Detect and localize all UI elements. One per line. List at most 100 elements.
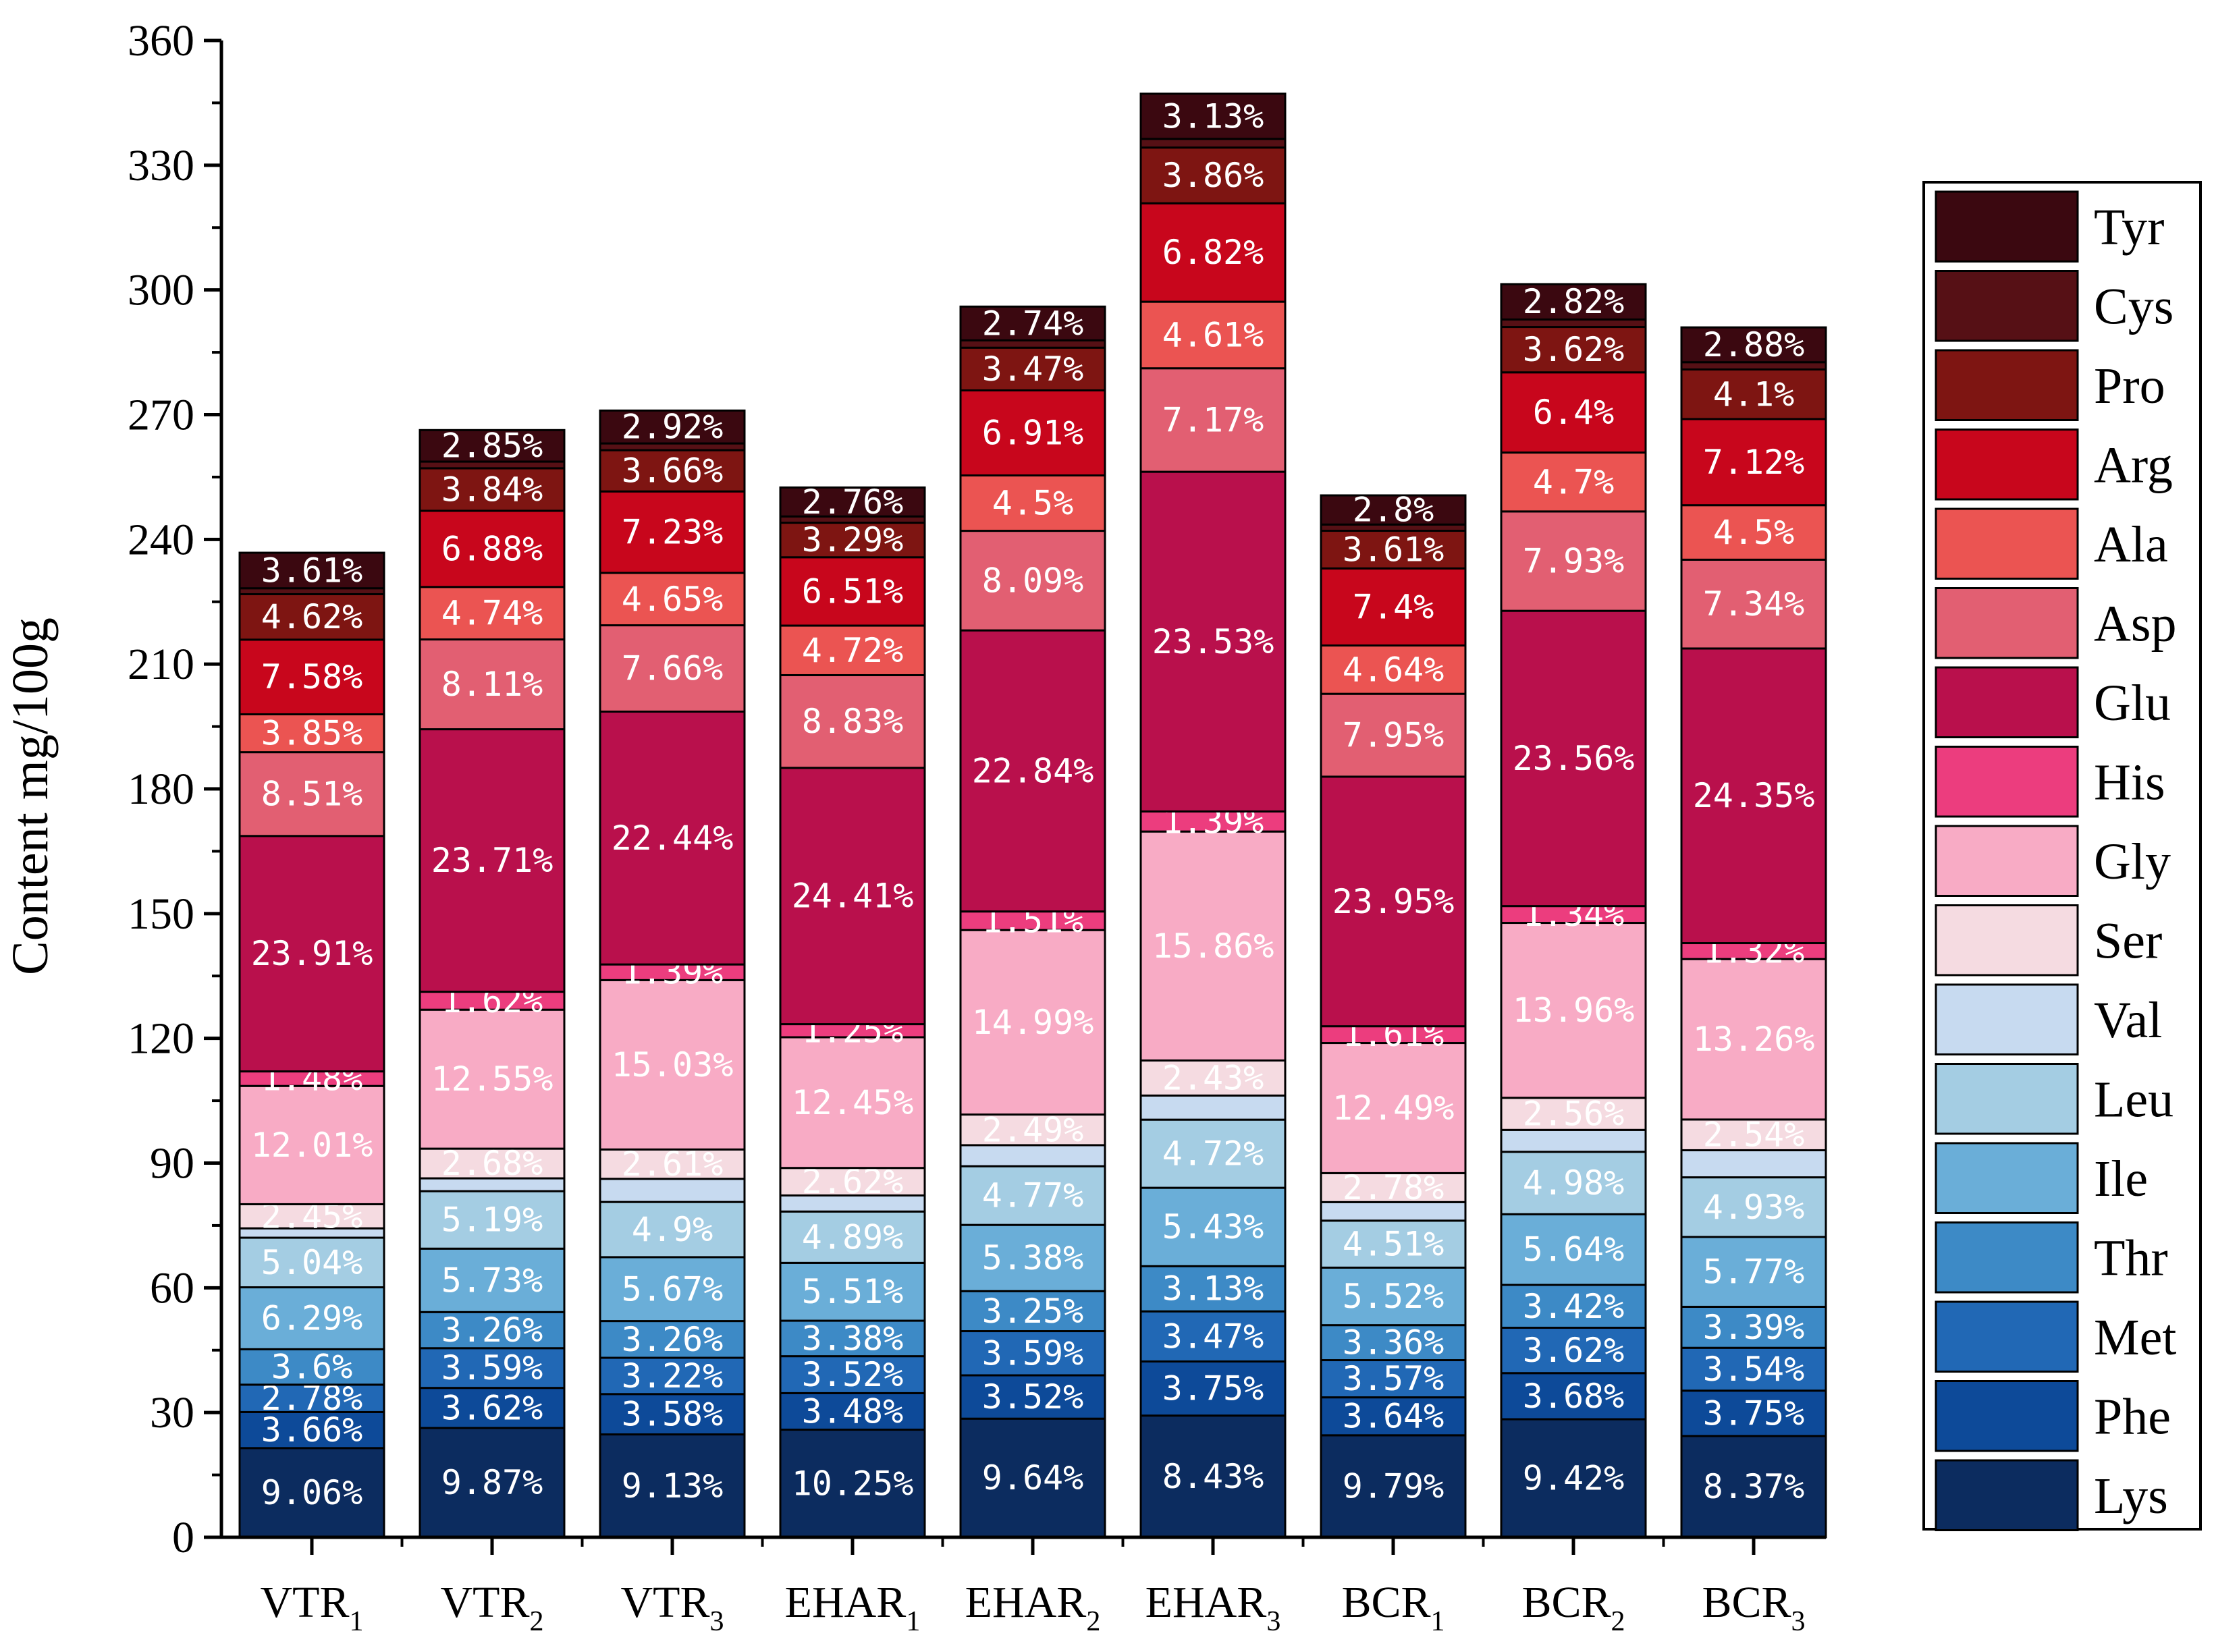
data-label-met: 3.59%	[982, 1333, 1084, 1373]
legend-label-arg: Arg	[2094, 437, 2173, 493]
data-label-leu: 4.93%	[1703, 1188, 1805, 1227]
legend-label-tyr: Tyr	[2094, 199, 2164, 256]
bar-segment-ala	[1500, 451, 1647, 513]
legend-label-ala: Ala	[2094, 516, 2168, 573]
bar-segment-phe	[1139, 1360, 1287, 1417]
data-label-ile: 5.64%	[1523, 1230, 1625, 1269]
data-label-gly: 12.49%	[1332, 1089, 1455, 1128]
data-label-phe: 3.52%	[982, 1377, 1084, 1416]
x-tick-label: BCR3	[1702, 1578, 1805, 1637]
x-tick-label: BCR2	[1521, 1578, 1625, 1637]
data-label-ser: 2.56%	[1523, 1095, 1625, 1134]
plot-area: 9.06%3.66%2.78%3.6%6.29%5.04%2.45%12.01%…	[238, 92, 1827, 1539]
data-label-phe: 3.48%	[802, 1392, 904, 1431]
data-label-pro: 3.84%	[441, 470, 543, 509]
bar-segment-ser	[779, 1167, 926, 1196]
data-label-lys: 9.64%	[982, 1458, 1084, 1497]
bar-segment-ile	[238, 1286, 385, 1350]
data-label-phe: 3.58%	[622, 1395, 724, 1434]
bar-segment-ser	[959, 1113, 1106, 1147]
bar-segment-gly	[1139, 830, 1287, 1062]
bar-segment-tyr	[418, 429, 566, 463]
data-label-asp: 8.09%	[982, 561, 1084, 600]
bar-segment-arg	[238, 638, 385, 715]
bar-segment-glu	[1139, 470, 1287, 813]
axes: 0 30 60 90 120 150 180 210 240 270 300 330 360 VTR1 VT…	[128, 16, 1826, 1637]
bar-stack: 8.43% 3.75% 3.47% 3.13% 5.43% 4.72% 2.43% 15.86…	[1139, 92, 1287, 1539]
bar-segment-glu	[779, 767, 926, 1026]
y-tick-label: 120	[128, 1014, 194, 1064]
bar-segment-ala	[238, 713, 385, 754]
data-label-arg: 6.51%	[802, 572, 904, 611]
legend-label-ile: Ile	[2094, 1151, 2148, 1207]
bar-segment-ser	[1139, 1059, 1287, 1097]
bar-segment-leu	[238, 1236, 385, 1289]
bar-segment-his	[1320, 1025, 1467, 1045]
data-label-phe: 3.75%	[1703, 1394, 1805, 1433]
x-tick-label: VTR2	[441, 1578, 544, 1637]
legend-label-leu: Leu	[2094, 1071, 2174, 1128]
y-tick-label: 210	[128, 640, 194, 689]
data-label-pro: 3.62%	[1523, 330, 1625, 369]
bar-segment-arg	[599, 490, 746, 574]
bar-segment-glu	[1320, 775, 1467, 1028]
data-label-glu: 23.91%	[251, 934, 373, 973]
bar-segment-leu	[959, 1165, 1106, 1226]
data-label-asp: 8.83%	[802, 702, 904, 741]
data-label-ala: 3.85%	[261, 714, 363, 753]
bar-stack: 9.79% 3.64%3.57%3.36% 5.52% 4.51% 2.78% 12.49…	[1320, 491, 1467, 1539]
data-label-ile: 5.77%	[1703, 1252, 1805, 1292]
bar-stack: 9.06%3.66%2.78%3.6%6.29%5.04%2.45%12.01%…	[238, 551, 385, 1539]
data-label-met: 3.52%	[802, 1355, 904, 1394]
legend-swatch-gly	[1935, 825, 2079, 897]
x-tick-label: BCR1	[1341, 1578, 1444, 1637]
legend-swatch-lys	[1935, 1459, 2079, 1531]
data-label-glu: 23.56%	[1513, 739, 1635, 778]
bar-segment-arg	[779, 556, 926, 627]
data-label-lys: 9.79%	[1343, 1466, 1444, 1506]
x-tick-label: VTR1	[261, 1578, 364, 1637]
bar-segment-val	[1680, 1149, 1827, 1179]
data-label-thr: 3.26%	[441, 1311, 543, 1350]
legend-label-glu: Glu	[2094, 675, 2171, 732]
y-tick-label: 330	[128, 141, 194, 190]
bar-segment-phe	[959, 1374, 1106, 1420]
legend-swatch-thr	[1935, 1221, 2079, 1294]
y-tick-label: 360	[128, 16, 194, 65]
bar-segment-arg	[1139, 202, 1287, 303]
data-label-pro: 3.61%	[1343, 530, 1444, 569]
data-label-ser: 2.68%	[441, 1144, 543, 1183]
data-label-tyr: 2.82%	[1523, 282, 1625, 321]
legend-label-cys: Cys	[2094, 278, 2174, 335]
legend-swatch-val	[1935, 983, 2079, 1055]
bar-segment-tyr	[959, 305, 1106, 341]
bar-segment-lys	[1139, 1414, 1287, 1539]
data-label-lys: 8.43%	[1162, 1457, 1264, 1496]
bar-segment-arg	[1320, 567, 1467, 647]
data-label-thr: 3.42%	[1523, 1287, 1625, 1326]
data-label-ala: 4.61%	[1162, 315, 1264, 354]
bar-segment-thr	[418, 1311, 566, 1350]
bar-segment-lys	[599, 1433, 746, 1539]
data-label-pro: 3.47%	[982, 350, 1084, 389]
data-label-ser: 2.54%	[1703, 1116, 1805, 1155]
bar-stack: 10.25%3.48%3.52%3.38%5.51%4.89%2.62%12.4…	[779, 483, 926, 1539]
data-label-ile: 5.51%	[802, 1272, 904, 1311]
data-label-thr: 3.26%	[622, 1320, 724, 1359]
data-label-thr: 3.36%	[1343, 1323, 1444, 1362]
y-tick-label: 240	[128, 515, 194, 564]
data-label-arg: 6.4%	[1533, 393, 1614, 432]
data-label-ser: 2.78%	[1343, 1168, 1444, 1207]
bar-segment-val	[599, 1178, 746, 1203]
data-label-thr: 3.6%	[271, 1348, 352, 1387]
bar-segment-pro	[1139, 146, 1287, 204]
legend-swatch-arg	[1935, 429, 2079, 501]
data-label-met: 3.47%	[1162, 1317, 1264, 1356]
data-label-thr: 3.38%	[802, 1319, 904, 1358]
data-label-phe: 3.75%	[1162, 1369, 1264, 1408]
bar-segment-met	[1680, 1346, 1827, 1392]
data-label-lys: 10.25%	[792, 1464, 914, 1503]
data-label-leu: 5.19%	[441, 1201, 543, 1240]
bar-segment-asp	[1320, 692, 1467, 778]
data-label-tyr: 2.74%	[982, 304, 1084, 343]
